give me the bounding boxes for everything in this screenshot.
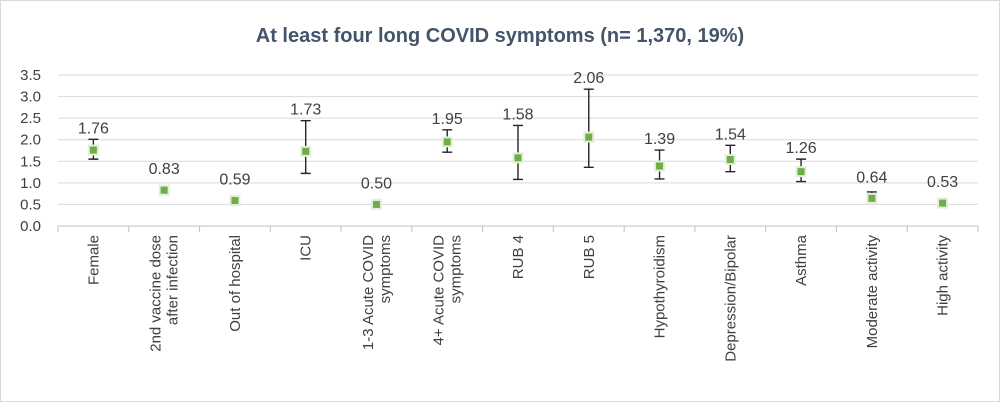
- x-tick-label: Hypothyroidism: [652, 235, 669, 338]
- x-tick-label: symptoms: [448, 235, 465, 303]
- data-point-marker: [724, 154, 736, 166]
- data-markers: [87, 131, 949, 210]
- x-tick-label: High activity: [935, 235, 952, 316]
- x-tick-label: Asthma: [793, 234, 810, 286]
- y-tick-label: 0.5: [20, 196, 41, 213]
- data-label: 0.59: [219, 172, 250, 189]
- data-label: 1.39: [644, 131, 675, 148]
- y-tick-label: 3.5: [20, 67, 41, 84]
- data-point-marker: [158, 184, 170, 196]
- data-label: 1.26: [786, 140, 817, 157]
- x-axis-tick-labels: Female 2nd vaccine dose after infection Out…: [85, 234, 951, 361]
- x-tick-label: 1-3 Acute COVID: [360, 235, 377, 350]
- data-label: 1.73: [290, 102, 321, 119]
- y-tick-label: 1.0: [20, 175, 41, 192]
- x-tick-label: Out of hospital: [227, 235, 244, 332]
- data-point-marker: [229, 195, 241, 207]
- data-point-marker: [441, 136, 453, 148]
- y-tick-label: 1.5: [20, 153, 41, 170]
- error-bar: [583, 88, 594, 169]
- x-tick-label: Female: [85, 235, 102, 285]
- data-label: 2.06: [573, 70, 604, 87]
- data-point-marker: [654, 160, 666, 172]
- data-label: 1.54: [715, 126, 746, 143]
- data-label: 0.83: [149, 161, 180, 178]
- data-label: 0.53: [927, 174, 958, 191]
- x-tick-label: Depression/Bipolar: [722, 235, 739, 362]
- y-axis-tick-labels: 0.0 0.5 1.0 1.5 2.0 2.5 3.0 3.5: [20, 67, 41, 235]
- data-point-marker: [87, 144, 99, 156]
- data-point-marker: [512, 152, 524, 164]
- data-labels: 1.76 0.83 0.59 1.73 0.50 1.95 1.58 2.06 1.39 1.54…: [78, 70, 958, 192]
- data-label: 1.58: [502, 106, 533, 123]
- y-tick-label: 2.0: [20, 132, 41, 149]
- data-label: 0.64: [856, 169, 887, 186]
- x-tick-label: Moderate activity: [864, 235, 881, 349]
- x-tick-label: 4+ Acute COVID: [431, 235, 448, 346]
- x-tick-label: 2nd vaccine dose: [148, 235, 165, 352]
- x-tick-label: after infection: [165, 235, 182, 325]
- data-label: 0.50: [361, 175, 392, 192]
- data-point-marker: [300, 145, 312, 157]
- y-tick-label: 3.0: [20, 89, 41, 106]
- data-label: 1.95: [432, 111, 463, 128]
- data-point-marker: [583, 131, 595, 143]
- x-tick-label: ICU: [298, 235, 315, 261]
- data-point-marker: [866, 192, 878, 204]
- x-tick-label: symptoms: [377, 235, 394, 303]
- chart-title: At least four long COVID symptoms (n= 1,…: [256, 25, 744, 47]
- data-point-marker: [937, 197, 949, 209]
- y-tick-label: 2.5: [20, 110, 41, 127]
- data-label: 1.76: [78, 120, 109, 137]
- x-axis: [57, 225, 979, 232]
- data-point-marker: [795, 166, 807, 178]
- y-tick-label: 0.0: [20, 218, 41, 235]
- data-point-marker: [370, 198, 382, 210]
- x-tick-label: RUB 5: [581, 235, 598, 279]
- x-tick-label: RUB 4: [510, 235, 527, 279]
